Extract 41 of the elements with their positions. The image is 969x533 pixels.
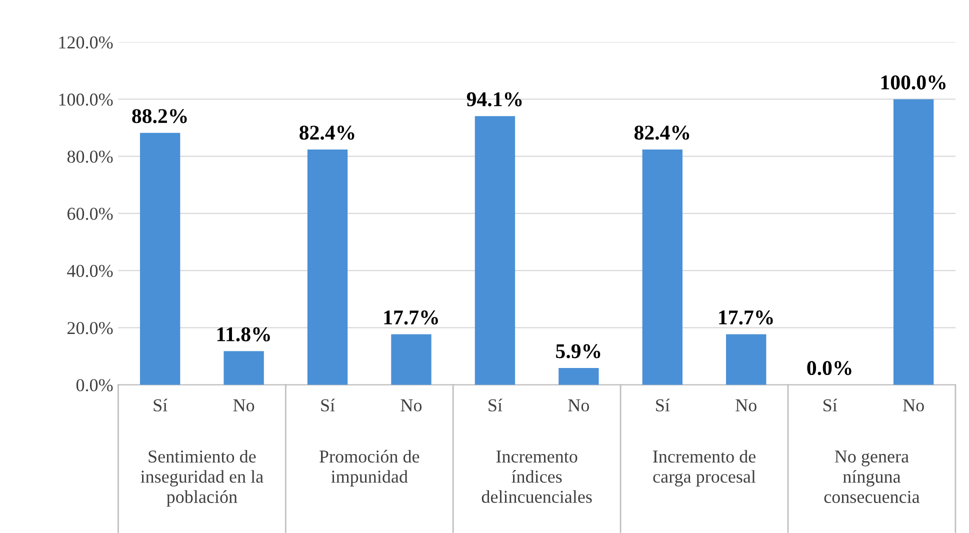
bar bbox=[140, 132, 180, 385]
bar bbox=[391, 334, 432, 385]
y-tick-label: 80.0% bbox=[67, 150, 113, 163]
x-tick-label: Sí bbox=[488, 398, 502, 412]
bar bbox=[224, 351, 264, 385]
data-label: 100.0% bbox=[881, 75, 946, 90]
x-tick-label: No bbox=[903, 399, 924, 412]
text: No genera nínguna consecuencia bbox=[824, 450, 920, 503]
x-tick-label: Sí bbox=[824, 398, 838, 412]
text: Sentimiento de inseguridad en la población bbox=[140, 450, 264, 507]
x-tick-label: Sí bbox=[154, 398, 168, 412]
data-label: 5.9% bbox=[556, 344, 600, 358]
data-label: 88.2% bbox=[132, 109, 187, 124]
text: Incremento de carga procesal bbox=[653, 450, 756, 486]
y-tick-label: 120.0% bbox=[59, 36, 113, 49]
y-tick-label: 20.0% bbox=[68, 322, 113, 334]
data-label: 0.0% bbox=[807, 360, 852, 376]
y-tick-label: 60.0% bbox=[67, 208, 113, 220]
bar bbox=[558, 368, 599, 385]
data-label: 11.8% bbox=[217, 327, 270, 342]
y-tick-label: 0.0% bbox=[76, 379, 113, 392]
x-tick-label: Sí bbox=[656, 398, 670, 412]
data-label: 17.7% bbox=[384, 310, 438, 325]
bar bbox=[307, 149, 348, 385]
text: Incremento índices delincuenciales bbox=[482, 450, 592, 503]
y-tick-label: 100.0% bbox=[59, 93, 113, 106]
bar bbox=[474, 116, 516, 385]
x-tick-label: Sí bbox=[321, 398, 335, 412]
x-tick-label: No bbox=[736, 399, 756, 412]
data-label: 17.7% bbox=[719, 310, 773, 325]
data-label: 82.4% bbox=[634, 126, 690, 140]
bar bbox=[642, 149, 682, 385]
x-tick-label: No bbox=[400, 399, 422, 412]
x-tick-label: No bbox=[568, 399, 590, 412]
data-label: 82.4% bbox=[300, 126, 354, 140]
bar bbox=[726, 334, 766, 385]
data-label: 94.1% bbox=[466, 92, 522, 106]
text: Promoción de impunidad bbox=[320, 450, 420, 486]
y-tick-label: 40.0% bbox=[67, 264, 113, 278]
x-tick-label: No bbox=[233, 399, 254, 412]
bar bbox=[893, 99, 934, 385]
